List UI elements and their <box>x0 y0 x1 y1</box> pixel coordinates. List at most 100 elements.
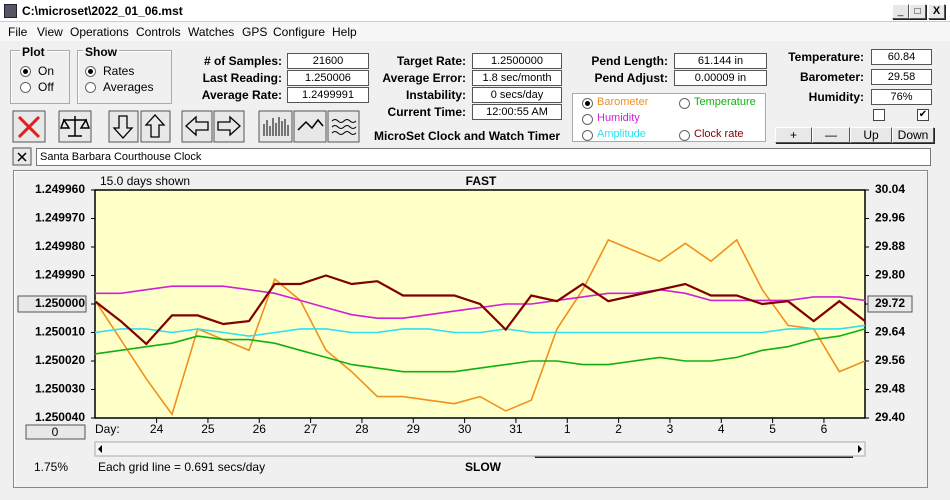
y2-tick-label: 29.88 <box>875 239 905 253</box>
icon-buttons[interactable] <box>12 110 360 166</box>
field-label: Instability: <box>405 88 466 102</box>
legend-label: Humidity <box>597 112 640 124</box>
y-tick-label: 1.249990 <box>35 268 85 282</box>
radio-label: On <box>38 64 55 78</box>
show-group-title: Show <box>83 45 119 59</box>
series-radio[interactable] <box>679 98 690 109</box>
series-radio[interactable] <box>582 114 593 125</box>
y2-tick-label: 29.80 <box>875 268 905 282</box>
x-tick-label: 24 <box>150 422 164 436</box>
legend-label: Amplitude <box>597 128 646 140</box>
series-line <box>94 324 866 337</box>
menu-item[interactable]: GPS <box>242 25 268 39</box>
field-value: 1.2499991 <box>287 87 369 103</box>
window-title: C:\microset\2022_01_06.mst <box>22 4 183 18</box>
y2-tick-label: 29.96 <box>875 211 905 225</box>
menu-item[interactable]: Watches <box>188 25 235 39</box>
field-value: 1.2500000 <box>472 53 562 69</box>
x-tick-label: 6 <box>821 422 828 436</box>
field-value: 12:00:55 AM <box>472 104 562 120</box>
y-tick-label: 1.250030 <box>35 382 85 396</box>
field-value: 1.250006 <box>287 70 369 86</box>
y2-tick-label: 29.72 <box>875 296 905 310</box>
series-line <box>94 328 866 373</box>
button[interactable]: Down <box>892 127 934 143</box>
menu-item[interactable]: Operations <box>70 25 129 39</box>
close-button[interactable]: X <box>928 4 945 19</box>
x-tick-label: 26 <box>253 422 267 436</box>
averages-radio[interactable] <box>85 82 96 93</box>
checkbox[interactable] <box>873 109 885 121</box>
scrollbar <box>94 441 866 457</box>
field-label: Last Reading: <box>202 71 282 85</box>
button[interactable]: — <box>812 127 850 143</box>
y-tick-label: 1.249960 <box>35 182 85 196</box>
chart-panel <box>13 170 928 488</box>
radio-label: Off <box>38 80 54 94</box>
legend-label: Temperature <box>694 96 756 108</box>
field-label: Pend Adjust: <box>594 71 668 85</box>
field-label: Barometer: <box>799 70 864 84</box>
title-bar <box>0 0 950 22</box>
series-radio[interactable] <box>679 130 690 141</box>
y-tick-label: 1.250000 <box>35 296 85 310</box>
button[interactable]: + <box>775 127 812 143</box>
series-radio[interactable] <box>582 98 593 109</box>
field-value: 76% <box>871 89 932 105</box>
y2-tick-label: 29.56 <box>875 353 905 367</box>
field-label: Temperature: <box>788 50 864 64</box>
series-select <box>572 93 766 142</box>
field-value: 0 secs/day <box>472 87 562 103</box>
y-tick-label: 1.249980 <box>35 239 85 253</box>
field-label: Pend Length: <box>591 54 668 68</box>
plot-off-radio[interactable] <box>20 82 31 93</box>
x-tick-label: 2 <box>615 422 622 436</box>
show-group <box>77 50 172 104</box>
field-value: 29.58 <box>871 69 932 85</box>
y-tick-label: 1.250040 <box>35 410 85 424</box>
rates-radio[interactable] <box>85 66 96 77</box>
menu-item[interactable]: View <box>37 25 63 39</box>
series-line <box>94 274 866 346</box>
field-label: Humidity: <box>808 90 864 104</box>
menu-item[interactable]: File <box>8 25 28 39</box>
top-label: FAST <box>466 174 497 188</box>
field-value: 61.144 in <box>674 53 767 69</box>
toolbar-icons <box>12 110 360 166</box>
field-label: Target Rate: <box>396 54 466 68</box>
radio-label: Averages <box>103 80 154 94</box>
field-label: Current Time: <box>387 105 466 119</box>
menu-item[interactable]: Controls <box>136 25 181 39</box>
plot-on-radio[interactable] <box>20 66 31 77</box>
menu-item[interactable]: Configure <box>273 25 326 39</box>
bottom-label: SLOW <box>465 460 502 474</box>
checkbox[interactable]: ✔ <box>917 109 929 121</box>
series-radio[interactable] <box>582 130 593 141</box>
x-tick-label: 31 <box>509 422 523 436</box>
menu-item[interactable]: Help <box>332 25 357 39</box>
plot-group-title: Plot <box>20 45 47 59</box>
field-label: Average Error: <box>382 71 466 85</box>
reference-button[interactable] <box>17 295 87 313</box>
maximize-button[interactable]: □ <box>909 4 926 19</box>
y2-tick-label: 29.64 <box>875 325 905 339</box>
field-label: # of Samples: <box>203 54 282 68</box>
reference-button[interactable] <box>867 295 913 313</box>
radio-label: Rates <box>103 64 135 78</box>
x-tick-label: 27 <box>304 422 318 436</box>
app-icon <box>4 4 17 18</box>
footer: Each grid line = 0.691 secs/day <box>98 460 265 474</box>
minimize-button[interactable]: _ <box>892 4 909 19</box>
button[interactable]: Up <box>850 127 892 143</box>
x-tick-label: 4 <box>718 422 725 436</box>
y-tick-label: 1.250010 <box>35 325 85 339</box>
scroll-button[interactable] <box>25 424 86 440</box>
clock-name-field[interactable]: Santa Barbara Courthouse Clock <box>36 148 931 166</box>
span-label: 15.0 days shown <box>100 174 190 188</box>
x-tick-label: 1 <box>564 422 571 436</box>
field-value: 60.84 <box>871 49 932 65</box>
y-tick-label: 1.250020 <box>35 353 85 367</box>
field-label: Average Rate: <box>201 88 282 102</box>
